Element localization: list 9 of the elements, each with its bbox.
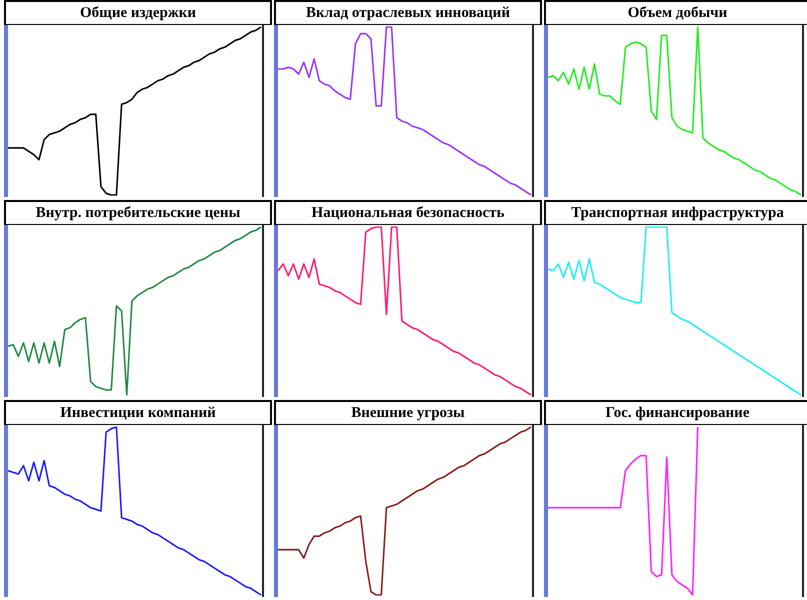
chart-title: Гос. финансирование: [544, 400, 807, 425]
chart-title: Национальная безопасность: [274, 200, 542, 225]
chart-title: Вклад отраслевых инноваций: [274, 0, 542, 25]
chart-title: Внешние угрозы: [274, 400, 542, 425]
chart-title: Транспортная инфраструктура: [544, 200, 807, 225]
chart-title: Инвестиции компаний: [4, 400, 272, 425]
chart-title: Общие издержки: [4, 0, 272, 25]
chart-title: Внутр. потребительские цены: [4, 200, 272, 225]
chart-title: Объем добычи: [544, 0, 807, 25]
